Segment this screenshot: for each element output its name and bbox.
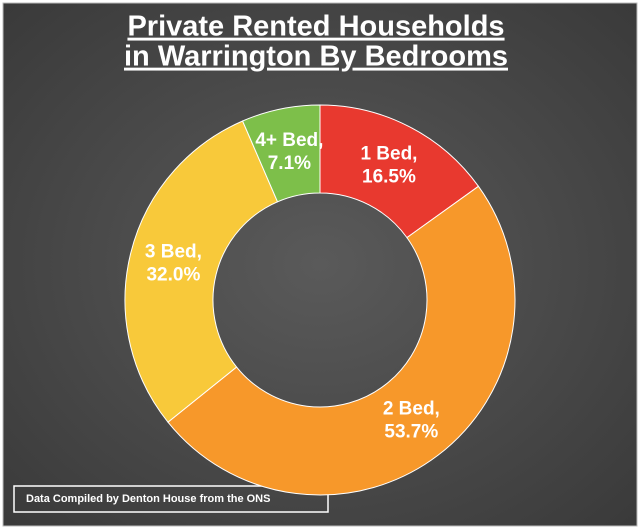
note-box — [13, 485, 329, 513]
chart-title: Private Rented Households — [127, 11, 504, 43]
segment-value: 7.1% — [268, 153, 311, 174]
segment-label: 2 Bed, — [383, 398, 440, 419]
donut-segment — [124, 120, 279, 423]
segment-label: 4+ Bed, — [255, 130, 323, 151]
segment-label: 3 Bed, — [145, 242, 202, 263]
segment-value: 16.5% — [362, 167, 416, 188]
note: Data Compiled by Denton House from the O… — [26, 493, 270, 505]
segment-value: 53.7% — [384, 421, 438, 442]
donut-segment — [167, 185, 516, 496]
segment-value: 32.0% — [146, 265, 200, 286]
donut-segment — [241, 104, 321, 203]
segment-label: 1 Bed, — [360, 144, 417, 165]
chart-title: in Warrington By Bedrooms — [124, 41, 508, 73]
